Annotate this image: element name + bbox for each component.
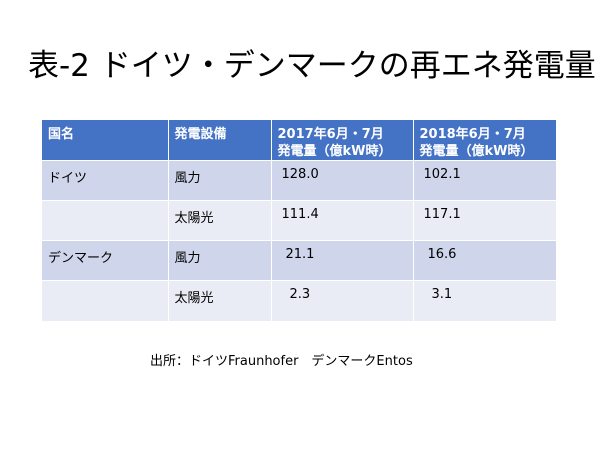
cell-2018: 16.6: [413, 240, 556, 281]
header-2017: 2017年6月・7月 発電量（億kW時）: [271, 120, 414, 161]
table-row: ドイツ 風力 128.0 102.1: [42, 160, 556, 201]
cell-country: デンマーク: [42, 240, 169, 281]
cell-facility: 太陽光: [168, 200, 272, 241]
page-title: 表-2 ドイツ・デンマークの再エネ発電量: [28, 48, 596, 84]
cell-country: [42, 280, 169, 321]
header-country: 国名: [42, 120, 169, 161]
header-2018: 2018年6月・7月 発電量（億kW時）: [413, 120, 556, 161]
cell-2017: 111.4: [271, 200, 414, 241]
table-row: 太陽光 111.4 117.1: [42, 200, 556, 241]
cell-2018: 3.1: [413, 280, 556, 321]
cell-facility: 風力: [168, 160, 272, 201]
table-row: 太陽光 2.3 3.1: [42, 280, 556, 321]
cell-2017: 21.1: [271, 240, 414, 281]
cell-2018: 117.1: [413, 200, 556, 241]
cell-country: ドイツ: [42, 160, 169, 201]
cell-2017: 2.3: [271, 280, 414, 321]
header-facility: 発電設備: [168, 120, 272, 161]
cell-2018: 102.1: [413, 160, 556, 201]
source-note: 出所：ドイツFraunhofer デンマークEntos: [150, 354, 413, 369]
header-row: 国名 発電設備 2017年6月・7月 発電量（億kW時） 2018年6月・7月 …: [42, 120, 556, 161]
cell-2017: 128.0: [271, 160, 414, 201]
table-row: デンマーク 風力 21.1 16.6: [42, 240, 556, 281]
data-table: 国名 発電設備 2017年6月・7月 発電量（億kW時） 2018年6月・7月 …: [42, 120, 556, 321]
cell-country: [42, 200, 169, 241]
cell-facility: 太陽光: [168, 280, 272, 321]
cell-facility: 風力: [168, 240, 272, 281]
